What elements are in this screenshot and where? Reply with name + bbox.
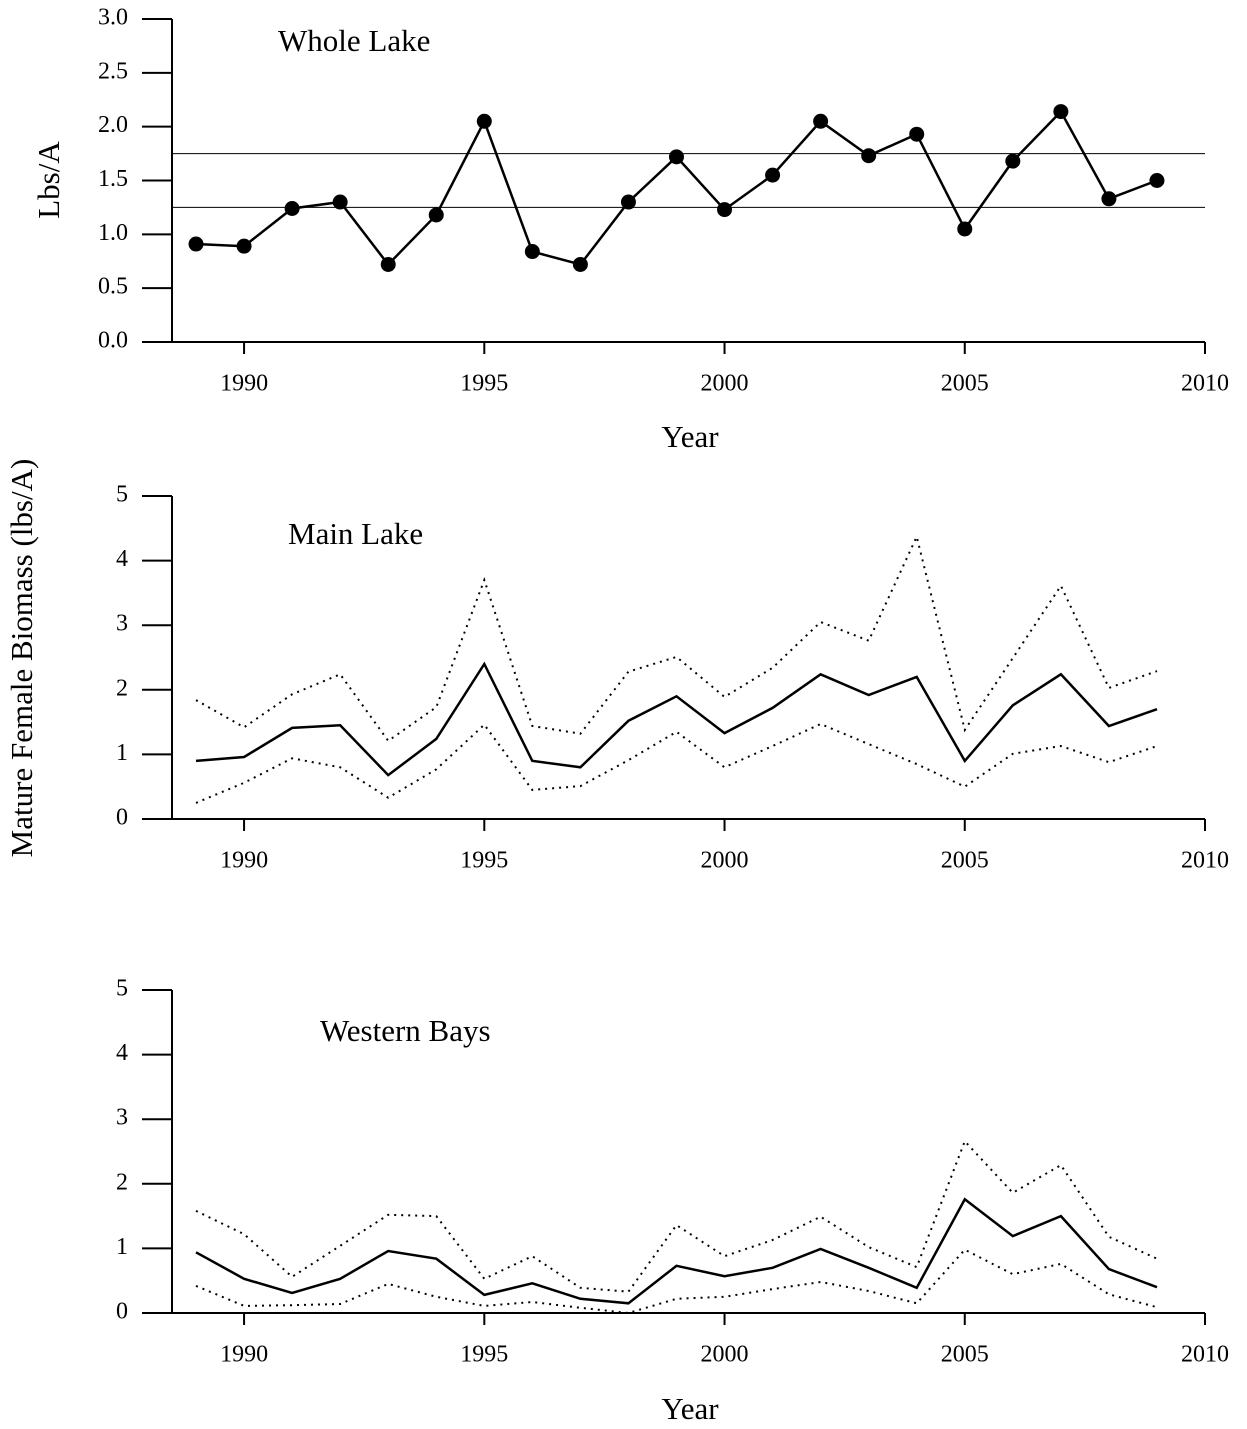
x-tick-label: 1990 [220, 1342, 268, 1368]
y-tick-label: 0.0 [98, 328, 128, 354]
series-line [195, 1139, 1158, 1293]
data-point [668, 149, 684, 165]
series-line [195, 722, 1158, 804]
x-tick-label: 1995 [460, 1342, 508, 1368]
x-tick-label: 1995 [460, 371, 508, 397]
x-tick-label: 1990 [220, 848, 268, 874]
panel-title: Western Bays [320, 1013, 491, 1048]
y-tick-label: 3.0 [98, 5, 128, 31]
data-point [188, 236, 204, 252]
data-point [284, 200, 300, 216]
data-point [332, 194, 348, 210]
x-axis-label: Year [661, 419, 719, 454]
x-tick-label: 2005 [941, 371, 989, 397]
data-point [861, 148, 877, 164]
y-tick-label: 0 [116, 805, 128, 831]
y-tick-label: 3 [116, 611, 128, 637]
y-tick-label: 1 [116, 740, 128, 766]
data-point [236, 238, 252, 254]
y-tick-label: 2.5 [98, 58, 128, 84]
data-point [1101, 191, 1117, 207]
data-point [476, 113, 492, 129]
data-point [428, 207, 444, 223]
y-tick-label: 3 [116, 1105, 128, 1131]
y-tick-label: 2.0 [98, 112, 128, 138]
y-tick-label: 5 [116, 482, 128, 508]
y-tick-label: 5 [116, 976, 128, 1002]
data-point [957, 221, 973, 237]
data-point [909, 126, 925, 142]
series-line [195, 533, 1158, 743]
data-point [620, 194, 636, 210]
series-line [195, 109, 1158, 267]
y-tick-label: 1 [116, 1234, 128, 1260]
data-point [524, 244, 540, 260]
y-tick-label: 4 [116, 1040, 128, 1066]
x-tick-label: 2000 [701, 371, 749, 397]
y-tick-label: 2 [116, 675, 128, 701]
y-tick-label: 0 [116, 1299, 128, 1325]
x-tick-label: 2005 [941, 848, 989, 874]
y-tick-label: 4 [116, 546, 128, 572]
data-point [1149, 173, 1165, 188]
y-tick-label: 2 [116, 1169, 128, 1195]
series-line [195, 1248, 1158, 1315]
panel-title: Whole Lake [278, 23, 430, 58]
x-tick-label: 2010 [1181, 371, 1229, 397]
y-axis-label: Lbs/A [31, 141, 66, 219]
panel-title: Main Lake [288, 516, 423, 551]
data-point [572, 256, 588, 272]
y-tick-label: 1.0 [98, 220, 128, 246]
x-tick-label: 1990 [220, 371, 268, 397]
series-line [195, 1197, 1158, 1305]
data-point [1005, 153, 1021, 169]
data-point [380, 256, 396, 272]
x-tick-label: 2000 [701, 848, 749, 874]
series-line [195, 661, 1158, 777]
data-point [717, 202, 733, 218]
x-tick-label: 2010 [1181, 848, 1229, 874]
x-tick-label: 1995 [460, 848, 508, 874]
data-point [765, 167, 781, 183]
x-tick-label: 2000 [701, 1342, 749, 1368]
data-point [1053, 104, 1069, 120]
y-tick-label: 1.5 [98, 166, 128, 192]
y-tick-label: 0.5 [98, 274, 128, 300]
y-axis-label: Mature Female Biomass (lbs/A) [4, 459, 39, 858]
x-tick-label: 2005 [941, 1342, 989, 1368]
data-point [813, 113, 829, 129]
x-axis-label: Year [661, 1391, 719, 1426]
x-tick-label: 2010 [1181, 1342, 1229, 1368]
